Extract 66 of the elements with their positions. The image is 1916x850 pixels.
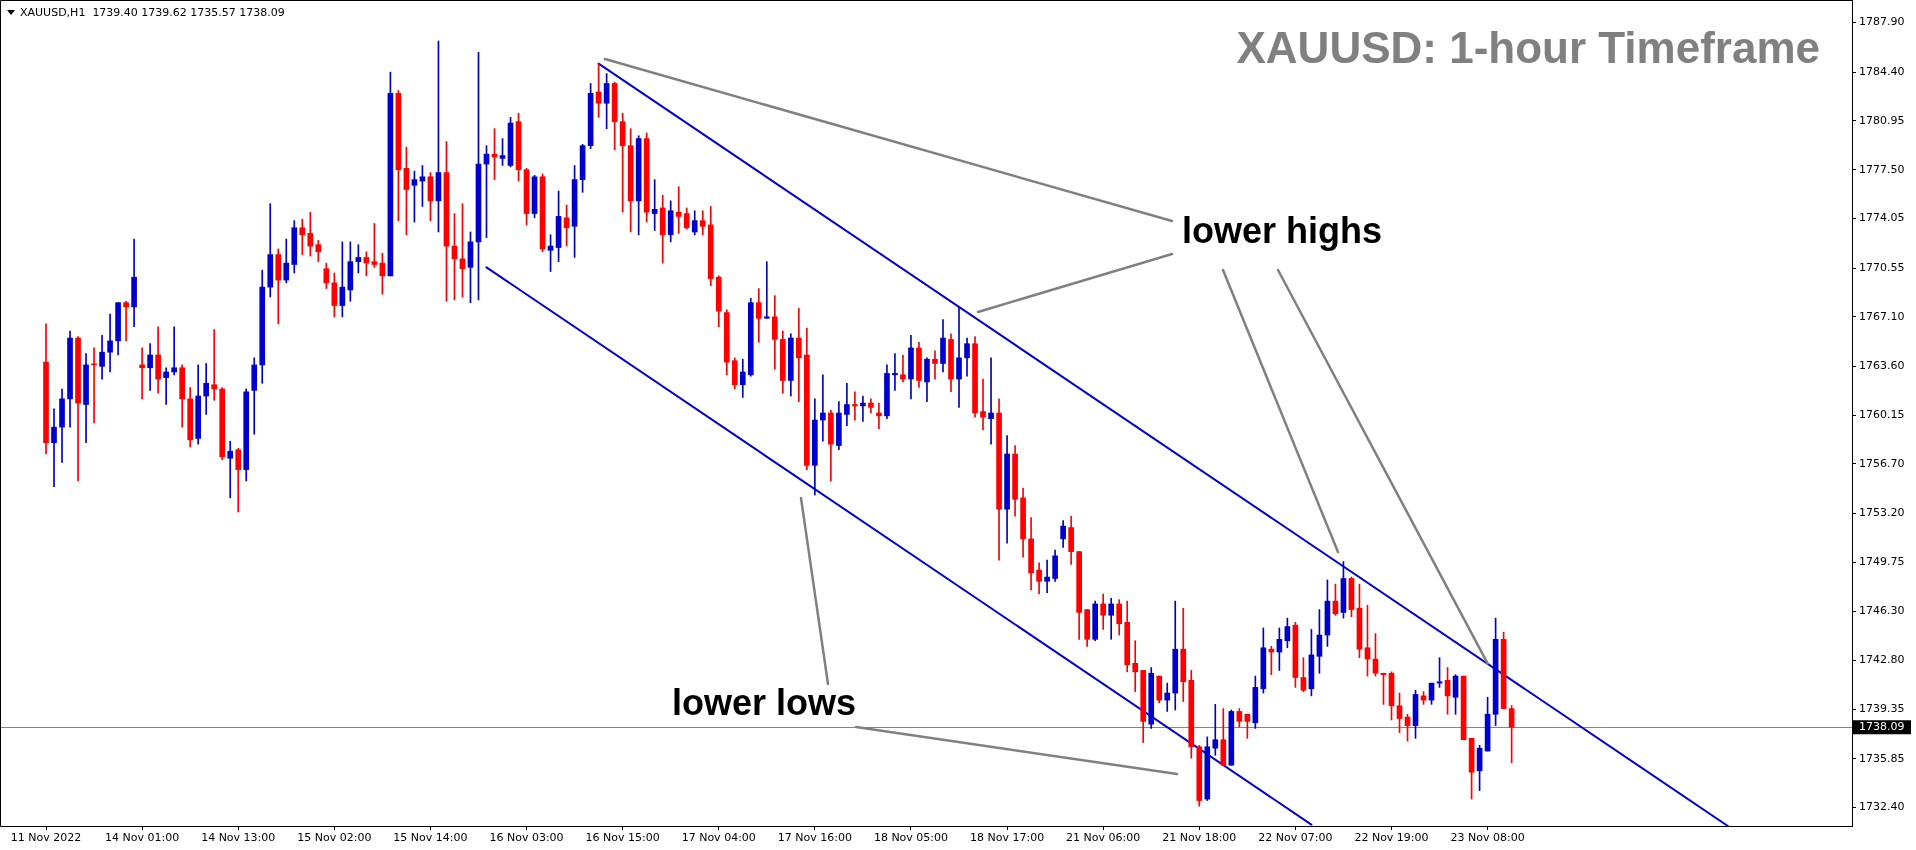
y-tick-label: 1777.50 (1859, 162, 1905, 176)
candlestick (1132, 640, 1139, 692)
y-tick-label: 1742.80 (1859, 653, 1905, 667)
x-tick-label: 18 Nov 05:00 (873, 831, 949, 845)
text: XAUUSD,H1 1739.40 1739.62 1735.57 1738.09 (20, 5, 285, 19)
x-tick-label: 17 Nov 04:00 (681, 831, 756, 845)
y-tick-label: 1784.40 (1859, 64, 1905, 78)
y-tick-label: 1756.70 (1859, 456, 1905, 470)
x-tick-label: 11 Nov 2022 (10, 831, 82, 845)
candlestick (107, 313, 113, 373)
annotation: lower lows (672, 681, 857, 723)
x-tick-label: 16 Nov 03:00 (489, 831, 564, 845)
x-tick-label: 16 Nov 15:00 (585, 831, 660, 845)
candlestick (860, 395, 866, 422)
y-tick-label: 1774.05 (1859, 211, 1905, 225)
x-tick-label: 17 Nov 16:00 (777, 831, 852, 845)
y-tick-label: 1780.95 (1859, 113, 1905, 127)
y-tick-label: 1739.35 (1859, 702, 1905, 716)
candlestick (1044, 559, 1050, 593)
candlestick (980, 378, 986, 431)
candlestick (123, 300, 129, 342)
candlestick (651, 179, 658, 231)
x-tick-label: 21 Nov 06:00 (1066, 831, 1141, 845)
y-tick-label: 1735.85 (1859, 751, 1905, 765)
x-tick-label: 14 Nov 01:00 (105, 831, 180, 845)
candlestick (796, 308, 802, 403)
candlestick (932, 350, 938, 380)
y-tick-label: 1746.30 (1859, 603, 1905, 617)
y-tick-label: 1763.60 (1859, 359, 1905, 373)
candlestick (203, 363, 210, 415)
x-tick-label: 15 Nov 02:00 (297, 831, 372, 845)
x-tick-label: 21 Nov 18:00 (1162, 831, 1237, 845)
candlestick (1164, 682, 1171, 712)
y-tick-label: 1787.90 (1859, 15, 1905, 29)
candlestick (139, 347, 145, 400)
x-tick-label: 22 Nov 07:00 (1258, 831, 1333, 845)
annotation: lower highs (1182, 209, 1383, 251)
x-tick-label: 23 Nov 08:00 (1450, 831, 1525, 845)
candlestick (763, 261, 770, 319)
y-tick-label: 1760.15 (1859, 407, 1905, 421)
y-tick-label: 1749.75 (1859, 555, 1905, 569)
candlestick (820, 374, 826, 442)
candlestick (171, 326, 177, 376)
candlestick (852, 391, 858, 421)
candlestick (988, 357, 994, 445)
x-tick-label: 15 Nov 14:00 (393, 831, 468, 845)
candlestick (163, 367, 169, 405)
candlestick (900, 354, 906, 383)
candlestick (51, 408, 57, 487)
candlestick (211, 329, 218, 401)
candlestick (299, 218, 306, 255)
candlestick (876, 402, 882, 429)
candlestick (675, 186, 682, 234)
x-tick-label: 18 Nov 17:00 (969, 831, 1045, 845)
candlestick (956, 306, 962, 408)
candlestick (227, 440, 234, 499)
x-tick-label: 22 Nov 19:00 (1354, 831, 1429, 845)
ref-line-label: 1738.09 (1859, 719, 1905, 733)
y-tick-label: 1767.10 (1859, 309, 1905, 323)
text: XAUUSD: 1-hour Timeframe (1236, 23, 1820, 73)
y-tick-label: 1753.20 (1859, 506, 1905, 520)
candlestick (1212, 704, 1219, 756)
y-tick-label: 1732.40 (1859, 800, 1905, 814)
x-tick-label: 14 Nov 13:00 (201, 831, 276, 845)
y-tick-label: 1770.55 (1859, 260, 1905, 274)
candlestick (892, 353, 898, 391)
